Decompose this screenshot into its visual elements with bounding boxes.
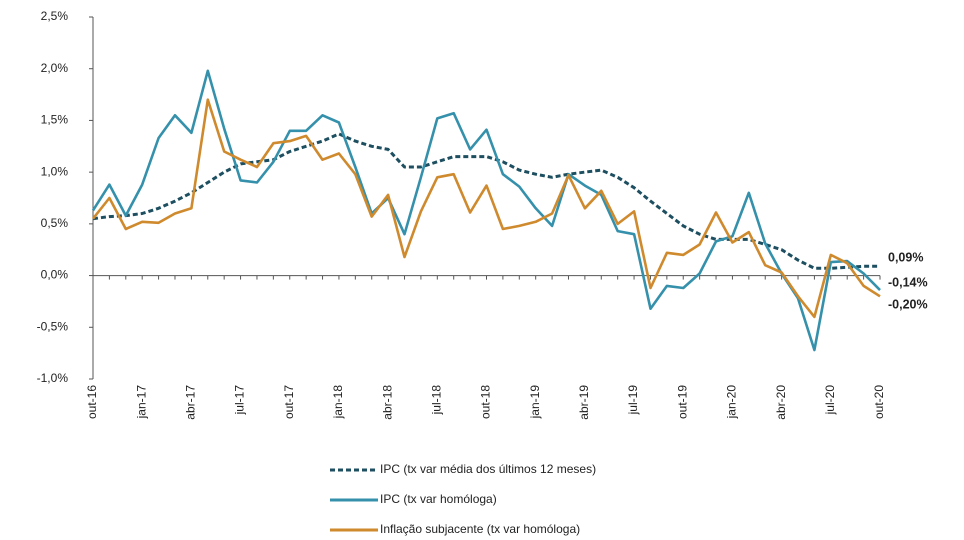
y-tick-label: 2,0% (41, 61, 69, 75)
x-tick-label: out-16 (85, 385, 99, 419)
legend-label: Inflação subjacente (tx var homóloga) (380, 522, 580, 536)
x-tick-label: out-18 (479, 385, 493, 419)
x-tick-label: out-19 (675, 385, 689, 419)
x-tick-label: jan-19 (528, 385, 542, 420)
x-tick-label: abr-18 (380, 385, 394, 420)
y-tick-label: 0,0% (41, 268, 69, 282)
y-tick-label: 1,0% (41, 164, 69, 178)
x-tick-label: jul-18 (429, 385, 443, 416)
end-label: 0,09% (888, 251, 923, 265)
y-tick-label: 1,5% (41, 113, 69, 127)
x-tick-label: jul-19 (626, 385, 640, 416)
y-tick-label: 0,5% (41, 216, 69, 230)
legend-label: IPC (tx var homóloga) (380, 492, 497, 506)
series-line (91, 98, 881, 319)
series-line (92, 132, 880, 270)
y-tick-label: -1,0% (37, 371, 69, 385)
series-line (91, 69, 881, 352)
x-tick-label: jan-17 (134, 385, 148, 420)
y-tick-label: 2,5% (41, 9, 69, 23)
x-tick-label: abr-19 (577, 385, 591, 420)
x-tick-label: abr-17 (184, 385, 198, 420)
end-label: -0,20% (888, 298, 928, 312)
x-tick-label: jul-20 (823, 385, 837, 416)
x-tick-label: abr-20 (774, 385, 788, 420)
x-tick-label: out-20 (872, 385, 886, 419)
x-tick-label: out-17 (282, 385, 296, 419)
x-tick-label: jan-18 (331, 385, 345, 420)
legend-label: IPC (tx var média dos últimos 12 meses) (380, 462, 596, 476)
x-tick-label: jul-17 (233, 385, 247, 416)
end-label: -0,14% (888, 275, 928, 289)
y-tick-label: -0,5% (37, 319, 69, 333)
x-tick-label: jan-20 (725, 385, 739, 420)
